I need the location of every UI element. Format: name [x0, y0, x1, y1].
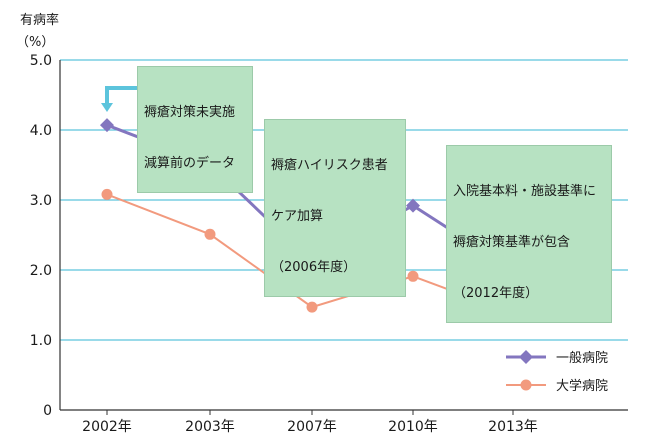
data-point-circle [407, 270, 419, 282]
annotation-line: （2006年度） [271, 260, 357, 275]
annotation-line: 減算前のデータ [144, 156, 236, 171]
annotation-box: 褥瘡ハイリスク患者 ケア加算 （2006年度） [264, 119, 406, 297]
x-tick-label: 2002年 [82, 419, 132, 435]
legend-label: 大学病院 [556, 378, 608, 394]
annotation-line: 褥瘡対策基準が包含 [453, 235, 571, 250]
data-point-circle [306, 301, 318, 313]
y-tick-labels: 0 1.0 2.0 3.0 4.0 5.0 [30, 53, 52, 419]
x-tick-label: 2010年 [388, 419, 438, 435]
data-point-diamond [100, 118, 114, 133]
annotation-line: （2012年度） [453, 286, 539, 301]
y-tick-label: 4.0 [30, 123, 52, 139]
y-axis-label: 有病率 [20, 12, 59, 28]
x-tick-label: 2013年 [488, 419, 538, 435]
annotation-line: 入院基本料・施設基準に [453, 184, 597, 199]
y-axis-unit: （%） [16, 35, 54, 50]
annotation-box: 入院基本料・施設基準に 褥瘡対策基準が包含 （2012年度） [446, 145, 612, 323]
annotation-line: 褥瘡対策未実施 [144, 105, 236, 120]
legend-swatch-marker [520, 379, 532, 391]
annotation-line: ケア加算 [271, 209, 324, 224]
x-tick-label: 2003年 [185, 419, 235, 435]
annotation-box: 褥瘡対策未実施 減算前のデータ [137, 66, 253, 193]
y-tick-label: 2.0 [30, 263, 52, 279]
data-point-circle [204, 228, 216, 240]
y-tick-label: 5.0 [30, 53, 52, 69]
data-point-diamond [406, 198, 420, 213]
data-point-circle [101, 188, 113, 200]
annotation-arrow-line [105, 86, 138, 104]
legend-label: 一般病院 [556, 350, 608, 366]
legend-swatch-marker [519, 350, 533, 364]
y-tick-label: 3.0 [30, 193, 52, 209]
y-tick-label: 0 [43, 403, 52, 419]
annotation-line: 褥瘡ハイリスク患者 [271, 158, 388, 173]
x-tick-labels: 2002年 2003年 2007年 2010年 2013年 [82, 419, 538, 435]
x-tick-label: 2007年 [287, 419, 337, 435]
y-tick-label: 1.0 [30, 333, 52, 349]
annotation-arrowhead [101, 103, 113, 112]
